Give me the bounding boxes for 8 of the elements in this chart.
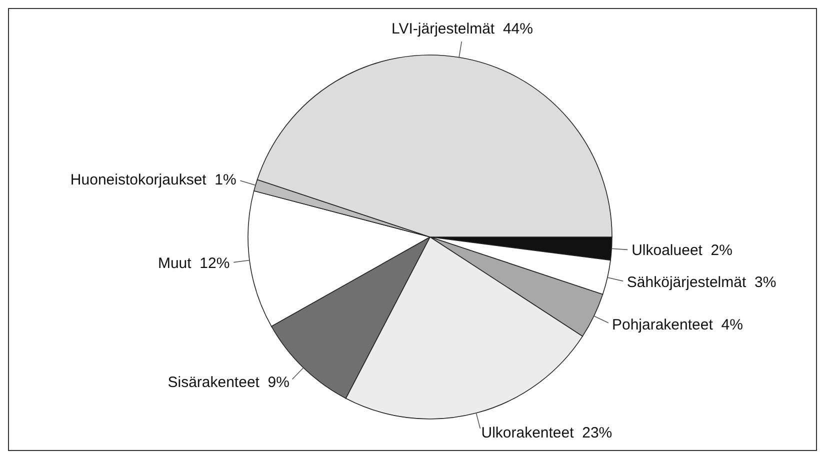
slice-label: Ulkoalueet 2% — [632, 242, 732, 259]
slice-label: Pohjarakenteet 4% — [612, 316, 743, 334]
slice-label: Ulkorakenteet 23% — [481, 424, 612, 442]
slice-label: LVI-järjestelmät 44% — [392, 20, 533, 38]
slice-label: Huoneistokorjaukset 1% — [70, 172, 236, 189]
slice-label: Muut 12% — [158, 254, 230, 272]
slice-label: Sisärakenteet 9% — [168, 374, 290, 392]
slice-label: Sähköjärjestelmät 3% — [626, 274, 776, 291]
